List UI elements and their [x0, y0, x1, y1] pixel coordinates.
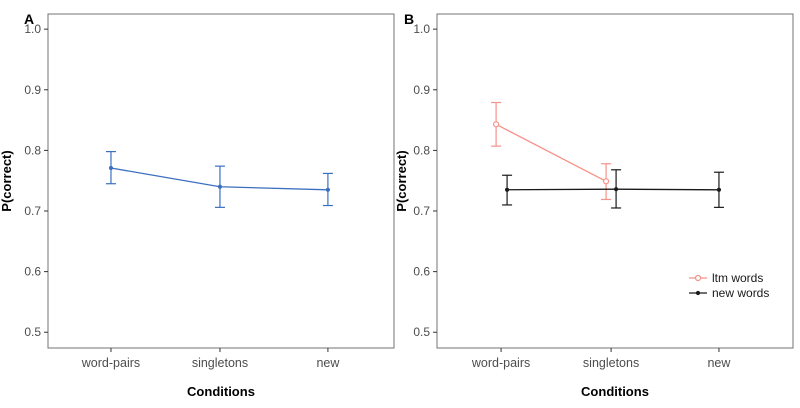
panel-b: 1.0 0.9 0.8 0.7 0.6 0.5 word-pairs singletons ne… — [394, 11, 794, 399]
legend-key-marker — [695, 290, 701, 296]
y-axis-title: P(correct) — [394, 150, 409, 211]
data-point — [602, 178, 610, 185]
x-axis-category-label: new — [316, 356, 340, 370]
x-axis-category-label: word-pairs — [471, 356, 530, 370]
data-point — [716, 187, 722, 192]
y-tick-label: 0.5 — [413, 325, 430, 339]
legend-label: ltm words — [712, 271, 763, 285]
y-tick-label: 0.7 — [24, 204, 41, 218]
y-tick-label: 1.0 — [24, 22, 41, 36]
x-axis-category-label: singletons — [583, 356, 639, 370]
y-tick-label: 0.6 — [24, 265, 41, 279]
data-point — [217, 184, 223, 189]
y-tick-label: 0.5 — [24, 325, 41, 339]
legend-key-marker — [694, 274, 702, 282]
x-axis-title: Conditions — [581, 384, 649, 399]
panel-letter: A — [24, 11, 34, 27]
series-line — [495, 123, 607, 182]
series-line — [507, 188, 719, 191]
y-axis-title: P(correct) — [0, 150, 14, 211]
panel-border — [47, 13, 395, 349]
y-tick-label: 0.8 — [413, 143, 430, 157]
panel-a: 1.0 0.9 0.8 0.7 0.6 0.5 word-pairs singletons ne… — [0, 11, 395, 399]
data-point — [613, 187, 619, 192]
y-tick-label: 0.7 — [413, 204, 430, 218]
y-tick-label: 0.9 — [413, 83, 430, 97]
panel-border — [436, 13, 794, 349]
x-axis-title: Conditions — [187, 384, 255, 399]
legend-label: new words — [712, 286, 769, 300]
panel-letter: B — [404, 11, 414, 27]
x-axis-category-label: singletons — [192, 356, 248, 370]
data-point — [325, 187, 331, 192]
data-point — [504, 187, 510, 192]
y-tick-label: 0.6 — [413, 265, 430, 279]
data-point — [108, 165, 114, 171]
x-axis-category-label: word-pairs — [81, 356, 140, 370]
y-tick-label: 1.0 — [413, 22, 430, 36]
data-point — [492, 121, 500, 128]
x-axis-category-label: new — [707, 356, 731, 370]
y-tick-label: 0.9 — [24, 83, 41, 97]
y-tick-label: 0.8 — [24, 143, 41, 157]
